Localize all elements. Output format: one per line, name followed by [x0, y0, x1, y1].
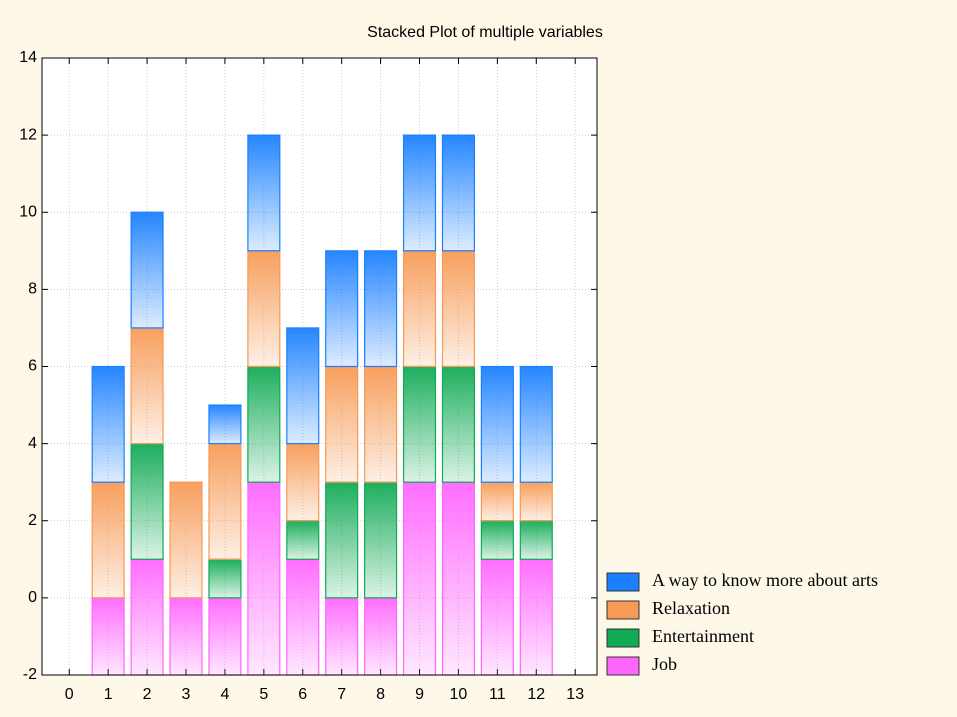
bar-segment	[91, 481, 125, 599]
bar-segment	[402, 365, 437, 483]
bar-segment	[325, 365, 359, 483]
bar-segment	[480, 558, 514, 676]
x-tick-label: 9	[415, 686, 424, 703]
x-tick-label: 11	[489, 686, 506, 703]
x-tick-label: 6	[298, 686, 307, 703]
bar-segment	[441, 250, 476, 368]
bar-segment	[208, 443, 242, 560]
bar-segment	[519, 481, 553, 522]
x-tick-label: 10	[450, 686, 468, 703]
bar-segment	[519, 558, 553, 676]
bar-segment	[402, 250, 437, 368]
x-tick-label: 3	[182, 686, 191, 703]
x-tick-label: 0	[65, 686, 74, 703]
y-tick-label: 2	[28, 512, 37, 529]
legend-swatch	[606, 572, 640, 592]
bar-segment	[247, 481, 281, 676]
x-tick-label: 4	[220, 686, 229, 703]
bar-segment	[208, 558, 242, 599]
bar-segment	[286, 443, 320, 522]
x-tick-label: 2	[143, 686, 152, 703]
y-tick-label: 10	[19, 203, 37, 220]
bar-segment	[325, 250, 359, 368]
bar-segment	[247, 365, 281, 483]
legend-swatch	[606, 656, 640, 676]
bar-segment	[130, 558, 164, 676]
x-tick-label: 7	[337, 686, 346, 703]
bar-segment	[325, 597, 359, 676]
bar-segment	[208, 597, 242, 676]
bar-segment	[441, 365, 476, 483]
y-tick-label: 4	[28, 435, 37, 452]
bar-segment	[91, 365, 125, 483]
plot-frame	[41, 57, 598, 676]
bar-segment	[364, 597, 398, 676]
bar-segment	[286, 327, 320, 445]
bar-segment	[247, 250, 281, 368]
y-tick-label: 0	[28, 589, 37, 606]
legend-label: Relaxation	[652, 598, 730, 618]
bar-segment	[480, 481, 514, 522]
y-tick-label: 14	[19, 49, 37, 66]
x-tick-label: 1	[104, 686, 113, 703]
x-tick-label: 5	[259, 686, 268, 703]
bar-segment	[130, 327, 164, 445]
legend-label: A way to know more about arts	[652, 570, 878, 590]
y-tick-label: 12	[19, 126, 37, 143]
bar-segment	[169, 597, 203, 676]
legend-label: Entertainment	[652, 626, 754, 646]
bar-segment	[364, 250, 398, 368]
bar-segment	[519, 365, 553, 483]
bar-segment	[480, 365, 514, 483]
bar-segment	[91, 597, 125, 676]
y-tick-label: 6	[28, 358, 37, 375]
bar-segment	[441, 134, 476, 252]
bar-segment	[519, 520, 553, 560]
bar-segment	[130, 443, 164, 560]
bar-segment	[441, 481, 476, 676]
legend-label: Job	[652, 654, 677, 674]
bar-segment	[286, 558, 320, 676]
bar-segment	[247, 134, 281, 252]
x-tick-label: 12	[527, 686, 545, 703]
chart-title: Stacked Plot of multiple variables	[367, 24, 603, 41]
x-tick-label: 8	[376, 686, 385, 703]
bar-segment	[402, 134, 437, 252]
bar-segment	[364, 365, 398, 483]
bar-segment	[169, 481, 203, 599]
y-tick-label: -2	[23, 666, 37, 683]
legend-swatch	[606, 600, 640, 620]
bar-segment	[130, 211, 164, 329]
bar-segment	[402, 481, 437, 676]
bar-segment	[286, 520, 320, 560]
x-tick-label: 13	[566, 686, 584, 703]
legend-swatch	[606, 628, 640, 648]
bar-segment	[208, 404, 242, 445]
bar-segment	[364, 481, 398, 599]
bar-segment	[325, 481, 359, 599]
bar-segment	[480, 520, 514, 560]
y-tick-label: 8	[28, 281, 37, 298]
